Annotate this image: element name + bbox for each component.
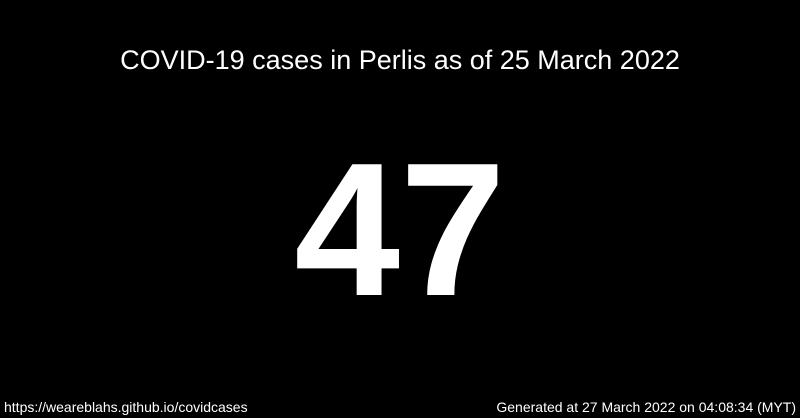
generated-timestamp: Generated at 27 March 2022 on 04:08:34 (… (496, 399, 796, 415)
page-title: COVID-19 cases in Perlis as of 25 March … (120, 45, 680, 75)
case-count: 47 (294, 124, 506, 336)
source-url: https://weareblahs.github.io/covidcases (4, 399, 248, 415)
